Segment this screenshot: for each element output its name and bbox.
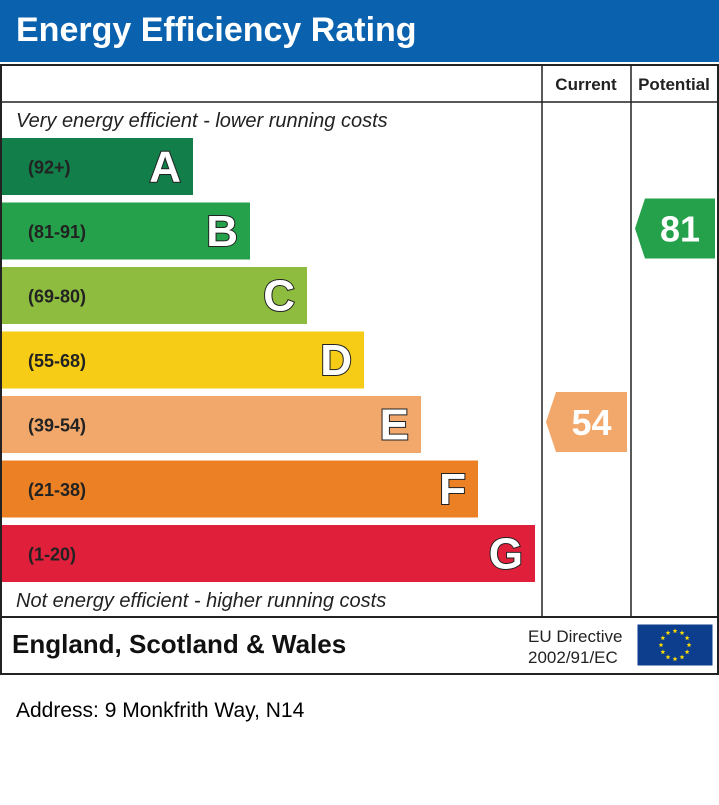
band-a: (92+) A: [2, 138, 193, 195]
band-e-range: (39-54): [28, 416, 86, 436]
band-a-range: (92+): [28, 158, 71, 178]
potential-column-header: Potential: [638, 75, 710, 94]
potential-rating-value: 81: [660, 209, 700, 250]
eu-flag-star: [658, 642, 664, 648]
band-g-letter: G: [489, 530, 523, 579]
band-c: (69-80) C: [2, 267, 307, 324]
band-f-letter: F: [439, 465, 466, 514]
current-column-header: Current: [555, 75, 617, 94]
eu-flag-star: [672, 656, 678, 662]
band-e: (39-54) E: [2, 396, 421, 453]
eu-flag-star: [684, 649, 690, 655]
band-d-range: (55-68): [28, 351, 86, 371]
band-e-bar: [2, 396, 421, 453]
eu-flag-star: [672, 628, 678, 634]
band-d-bar: [2, 331, 364, 389]
band-c-range: (69-80): [28, 287, 86, 307]
current-rating-indicator: 54: [546, 392, 627, 452]
band-a-bar: [2, 138, 193, 195]
address-text: Address: 9 Monkfrith Way, N14: [16, 699, 305, 722]
band-g-bar: [2, 525, 535, 582]
band-c-bar: [2, 267, 307, 324]
band-f: (21-38) F: [2, 460, 478, 518]
potential-rating-indicator: 81: [635, 198, 715, 259]
rating-indicators: 54 81: [546, 198, 715, 452]
band-g-range: (1-20): [28, 545, 76, 565]
header-bar: Energy Efficiency Rating: [0, 0, 719, 62]
chart-frame: [0, 64, 719, 675]
current-rating-arrow: [546, 392, 627, 452]
eu-flag-icon: [636, 623, 714, 667]
band-e-letter: E: [380, 401, 409, 450]
footer-region: England, Scotland & Wales: [12, 629, 346, 659]
eu-flag-star: [684, 635, 690, 641]
eu-flag-star: [660, 635, 666, 641]
eu-flag-star: [660, 649, 666, 655]
page-title: Energy Efficiency Rating: [16, 11, 417, 49]
rating-bands: (92+) A (81-91) B (69-80) C (55-68) D (39-54) E (2…: [2, 138, 535, 582]
top-note: Very energy efficient - lower running co…: [16, 110, 388, 132]
band-a-letter: A: [149, 143, 181, 192]
band-b: (81-91) B: [2, 202, 250, 260]
band-c-letter: C: [263, 272, 295, 321]
band-f-range: (21-38): [28, 480, 86, 500]
eu-directive-line1: EU Directive: [528, 627, 622, 646]
band-b-bar: [2, 202, 250, 260]
potential-rating-arrow: [635, 198, 715, 259]
band-g: (1-20) G: [2, 525, 535, 582]
eu-flag-star: [665, 630, 671, 635]
band-d: (55-68) D: [2, 331, 364, 389]
bottom-note: Not energy efficient - higher running co…: [16, 590, 386, 612]
eu-flag-star: [665, 654, 671, 660]
epc-chart: Current Potential Very energy efficient …: [0, 64, 719, 675]
band-d-letter: D: [320, 336, 352, 385]
eu-flag-star: [686, 642, 692, 648]
eu-directive-line2: 2002/91/EC: [528, 648, 618, 667]
band-b-letter: B: [206, 207, 238, 256]
band-b-range: (81-91): [28, 222, 86, 242]
eu-flag-star: [679, 654, 685, 660]
band-f-bar: [2, 460, 478, 518]
current-rating-value: 54: [571, 402, 611, 443]
eu-flag-star: [679, 630, 685, 635]
